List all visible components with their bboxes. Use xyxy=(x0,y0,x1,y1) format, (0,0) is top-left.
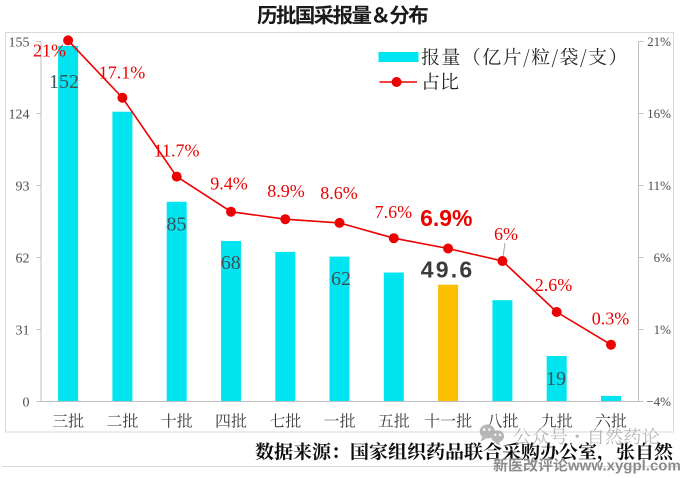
svg-text:62: 62 xyxy=(331,268,351,290)
svg-text:8.9%: 8.9% xyxy=(267,181,305,201)
svg-text:6%: 6% xyxy=(494,224,518,244)
svg-text:21%: 21% xyxy=(33,40,66,60)
svg-text:93: 93 xyxy=(16,179,30,194)
svg-text:7.6%: 7.6% xyxy=(375,202,413,222)
svg-text:1%: 1% xyxy=(654,322,672,337)
svg-text:2.6%: 2.6% xyxy=(535,275,573,295)
svg-text:11.7%: 11.7% xyxy=(154,141,200,161)
svg-text:85: 85 xyxy=(167,214,187,236)
svg-text:11%: 11% xyxy=(648,178,672,193)
svg-text:155: 155 xyxy=(9,35,30,50)
svg-text:6.9%: 6.9% xyxy=(420,205,472,231)
svg-text:16%: 16% xyxy=(647,106,671,121)
svg-text:9.4%: 9.4% xyxy=(210,174,248,194)
svg-text:www.xygpl.com: www.xygpl.com xyxy=(567,458,681,475)
svg-text:0.3%: 0.3% xyxy=(592,309,630,329)
svg-text:6%: 6% xyxy=(654,250,672,265)
svg-text:21%: 21% xyxy=(647,34,671,49)
svg-text:8.6%: 8.6% xyxy=(320,183,358,203)
svg-text:0: 0 xyxy=(23,395,30,410)
svg-text:124: 124 xyxy=(9,107,30,122)
svg-text:19: 19 xyxy=(546,368,566,390)
svg-text:68: 68 xyxy=(221,252,241,274)
svg-text:31: 31 xyxy=(16,323,30,338)
svg-text:62: 62 xyxy=(16,251,30,266)
svg-text:−4%: −4% xyxy=(646,394,671,409)
svg-text:152: 152 xyxy=(49,71,79,93)
svg-text:49.6: 49.6 xyxy=(421,257,475,283)
svg-text:17.1%: 17.1% xyxy=(99,63,146,83)
